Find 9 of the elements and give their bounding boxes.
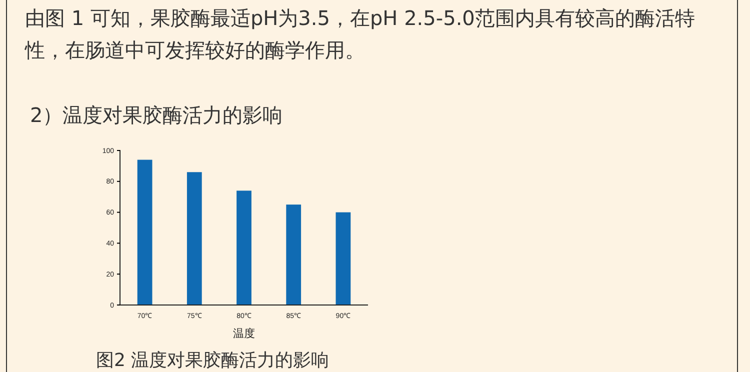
bar	[286, 204, 302, 305]
x-axis-title: 温度	[233, 327, 255, 340]
text: 由图 1 可知，果胶酶最适pH为3.5，在pH 2.5-5.0范围内具有较高的酶活特性，在肠道中可发挥较好的酶学作用。	[25, 5, 696, 64]
caption: 图2 温度对果胶酶活力的影响	[96, 349, 330, 372]
bar	[186, 172, 202, 305]
bar	[336, 212, 351, 305]
chart-title: 2）温度对果胶酶活力的影响	[30, 102, 283, 129]
bar	[137, 160, 152, 305]
bar	[236, 190, 252, 305]
